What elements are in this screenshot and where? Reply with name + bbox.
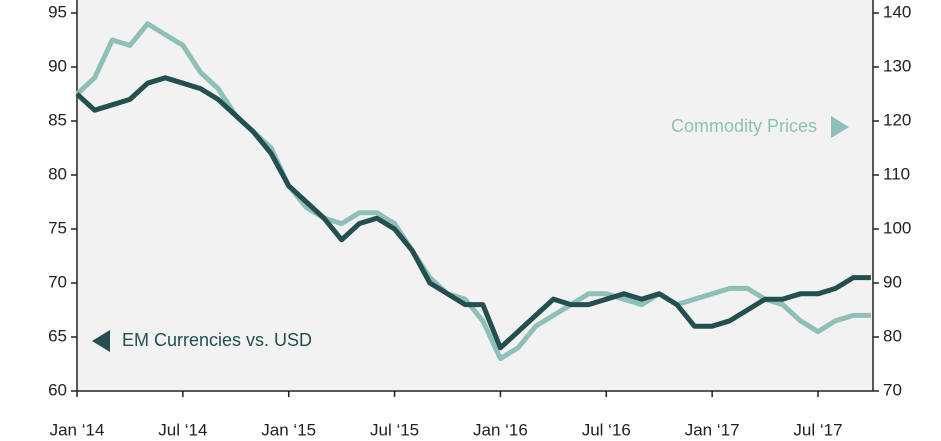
y2-tick-label: 110 [883, 164, 910, 183]
y2-tick-label: 80 [883, 326, 902, 345]
x-tick-label: Jan ‘15 [261, 420, 316, 439]
y-tick-label: 95 [48, 2, 67, 21]
legend-arrow [92, 330, 110, 352]
y-tick-label: 85 [48, 110, 67, 129]
y-tick-label: 70 [48, 272, 67, 291]
line-series [75, 75, 871, 351]
x-tick-label: Jul ‘16 [582, 420, 631, 439]
legend-arrow [831, 116, 849, 138]
line-series [75, 21, 871, 362]
y2-tick-label: 100 [883, 218, 911, 237]
y2-tick-label: 120 [883, 110, 911, 129]
x-tick-label: Jan ‘16 [473, 420, 528, 439]
x-tick-label: Jul ‘14 [158, 420, 207, 439]
x-tick-label: Jul ‘17 [793, 420, 842, 439]
plot-area [77, 0, 873, 391]
x-tick-label: Jul ‘15 [370, 420, 419, 439]
legend-label: EM Currencies vs. USD [122, 330, 312, 350]
x-tick-label: Jan ‘14 [50, 420, 105, 439]
y2-tick-label: 70 [883, 380, 902, 399]
y-tick-label: 60 [48, 380, 67, 399]
y2-tick-label: 140 [883, 2, 911, 21]
x-tick-label: Jan ‘17 [685, 420, 740, 439]
y2-tick-label: 130 [883, 56, 911, 75]
y-tick-label: 75 [48, 218, 67, 237]
y2-tick-label: 90 [883, 272, 902, 291]
y-tick-label: 65 [48, 326, 67, 345]
y-tick-label: 90 [48, 56, 67, 75]
y-tick-label: 80 [48, 164, 67, 183]
legend-label: Commodity Prices [671, 116, 817, 136]
